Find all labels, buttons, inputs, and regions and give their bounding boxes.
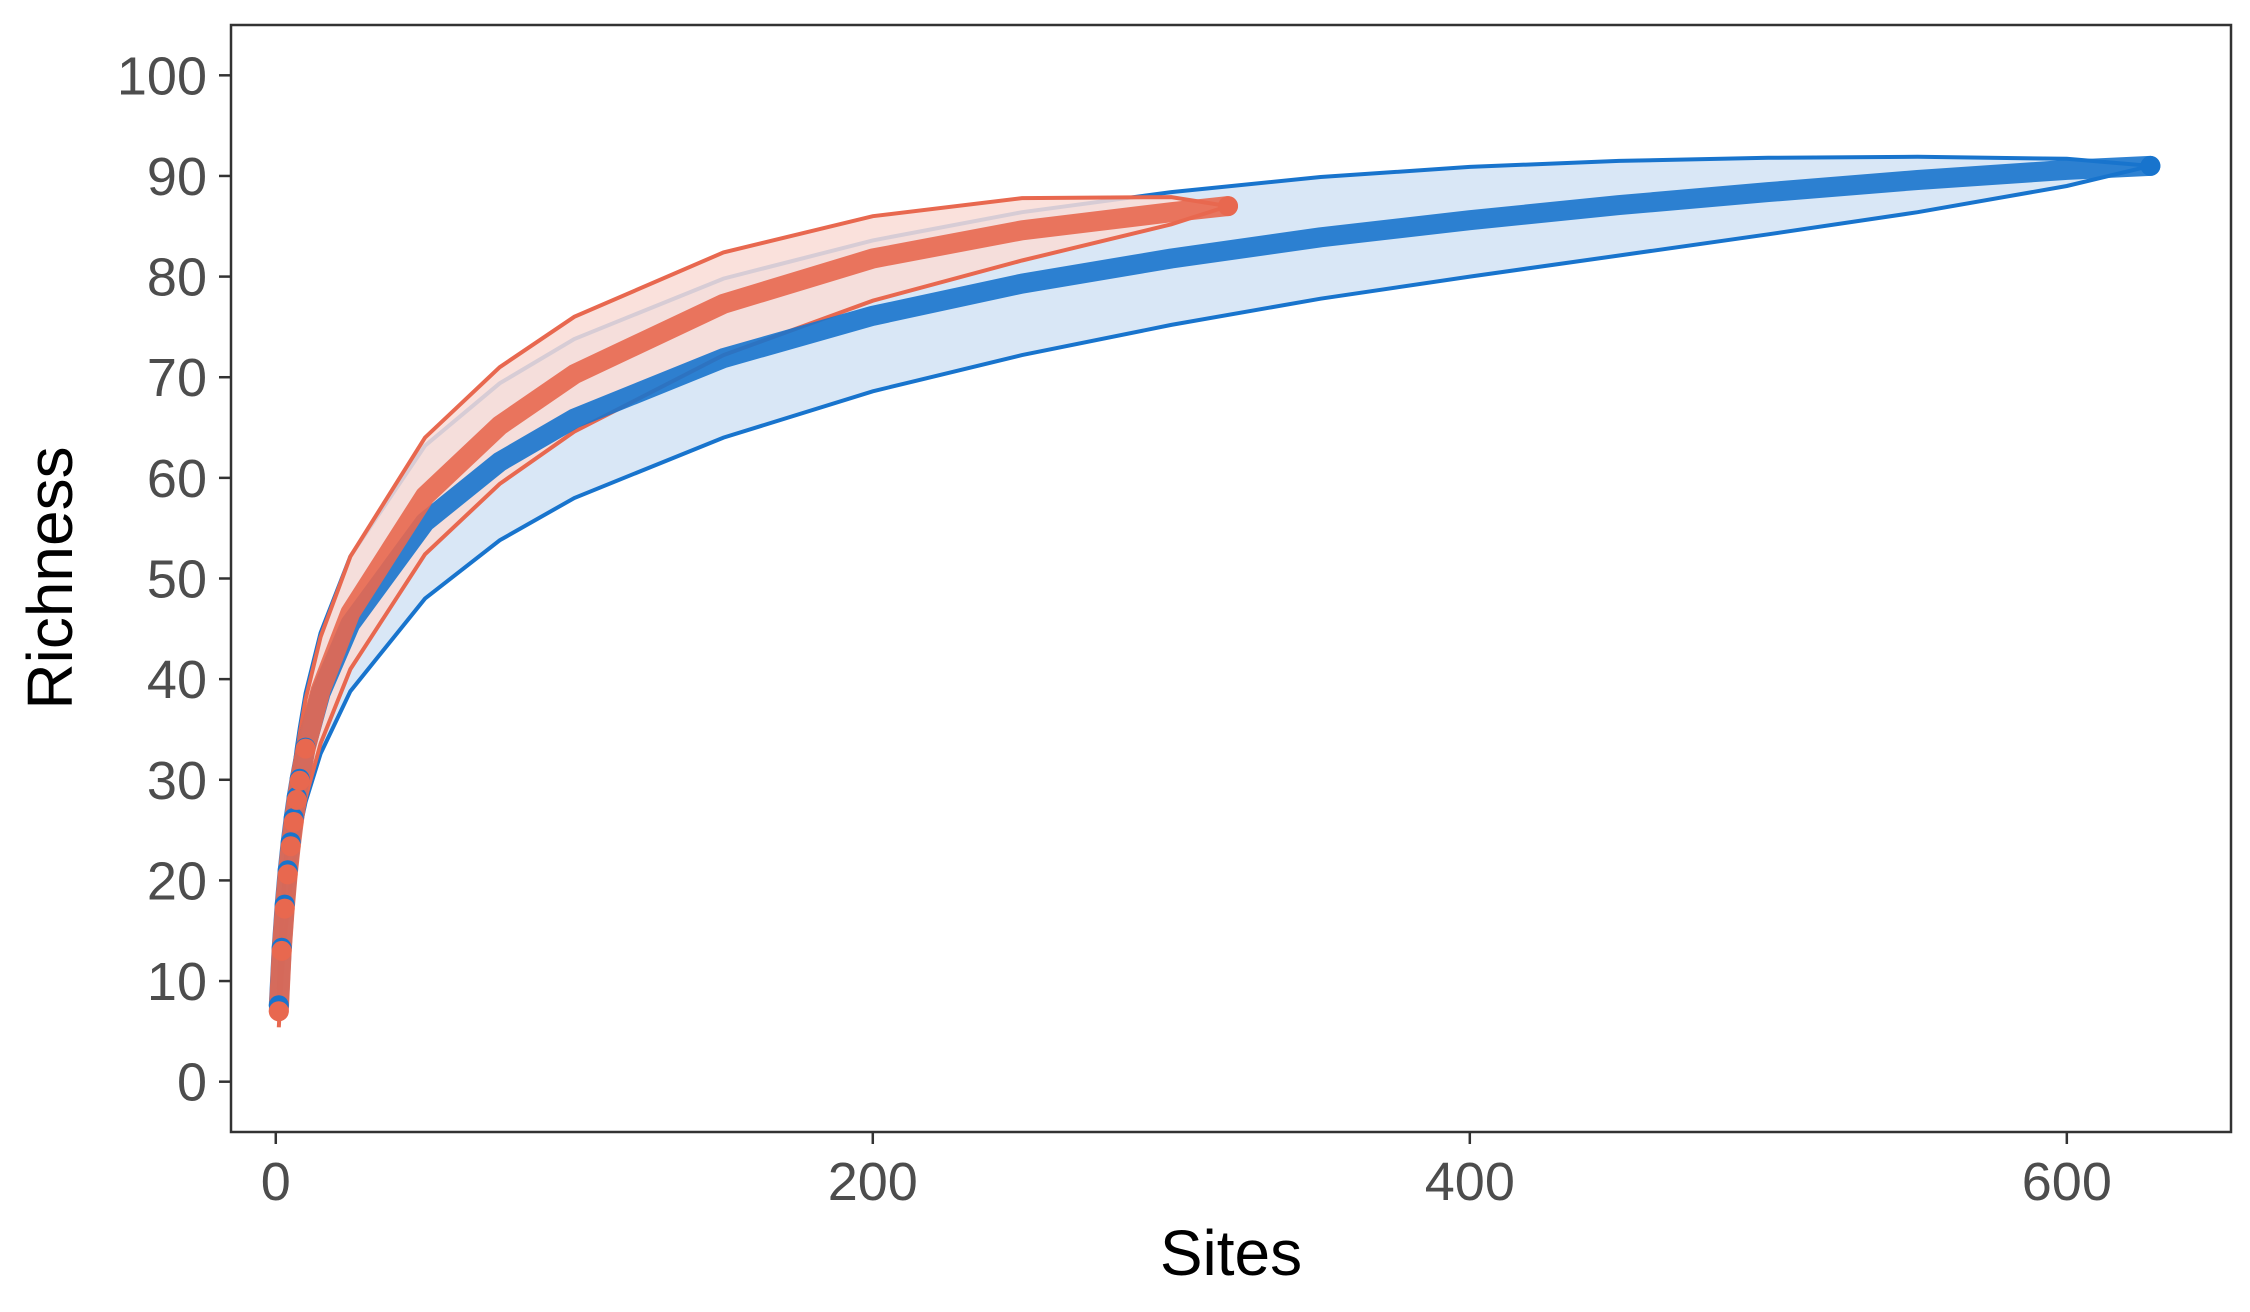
x-tick-label: 0 <box>261 1152 291 1212</box>
y-tick-label: 30 <box>147 751 207 811</box>
series-2-point <box>283 812 304 832</box>
x-axis: 0 200 400 600 <box>261 1132 2112 1212</box>
y-tick-label: 40 <box>147 650 207 710</box>
y-tick-label: 20 <box>147 851 207 911</box>
series-1-point <box>2140 155 2161 176</box>
series-2-point <box>280 836 301 857</box>
series-2-point <box>277 864 298 885</box>
series-2-point <box>286 789 307 810</box>
series-points <box>268 155 2161 1022</box>
x-tick-label: 600 <box>2022 1152 2112 1212</box>
x-tick-label: 200 <box>828 1152 918 1212</box>
x-axis-title: Sites <box>1160 1217 1302 1289</box>
y-tick-label: 70 <box>147 348 207 408</box>
series-2-point <box>1218 196 1238 217</box>
y-axis: 0 10 20 30 40 50 60 70 80 90 100 <box>117 46 231 1113</box>
y-tick-label: 90 <box>147 147 207 207</box>
y-tick-label: 80 <box>147 248 207 308</box>
y-axis-title: Richness <box>14 446 86 709</box>
y-tick-label: 60 <box>147 449 207 509</box>
series-2-point <box>268 1001 289 1022</box>
series-1-confidence-band <box>278 156 2151 1022</box>
series-2-point <box>295 738 316 759</box>
y-tick-label: 100 <box>117 46 207 106</box>
y-tick-label: 50 <box>147 550 207 610</box>
series-2-point <box>289 770 310 791</box>
y-tick-label: 10 <box>147 952 207 1012</box>
series-2-point <box>274 898 295 919</box>
y-tick-label: 0 <box>177 1053 207 1113</box>
series-2-point <box>271 940 292 961</box>
x-tick-label: 400 <box>1425 1152 1515 1212</box>
